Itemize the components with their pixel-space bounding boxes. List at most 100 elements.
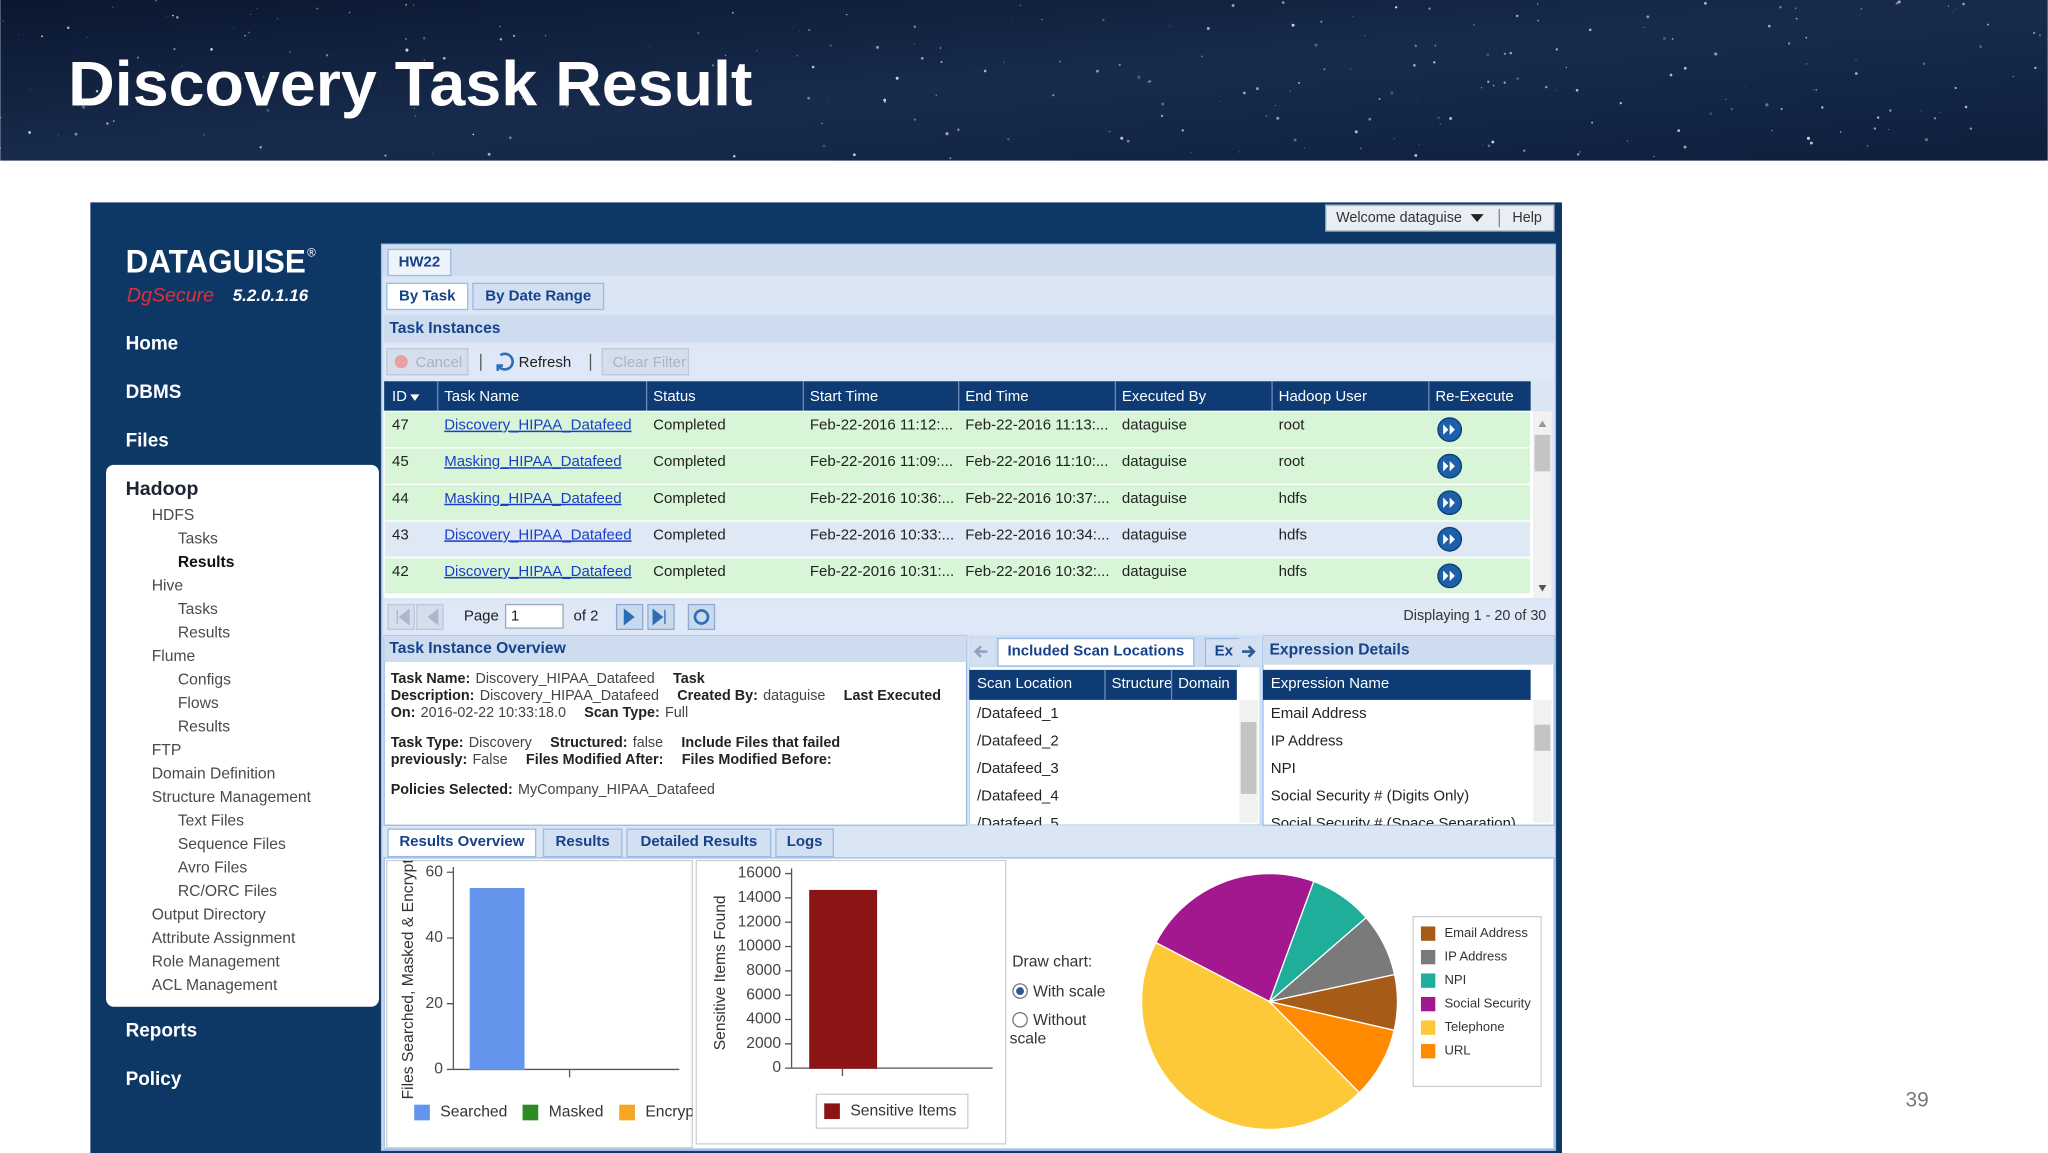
task-link[interactable]: Discovery_HIPAA_Datafeed (444, 417, 631, 434)
tree-item[interactable]: ACL Management (152, 977, 278, 994)
user-menu (1324, 204, 1555, 232)
star (106, 70, 109, 73)
nav-item[interactable]: Files (126, 430, 169, 451)
task-tab-label[interactable]: By Task (399, 287, 456, 304)
tree-item[interactable]: FTP (152, 742, 182, 759)
pager-icon[interactable] (623, 608, 635, 626)
legend-label: Searched (440, 1104, 507, 1121)
star (1677, 129, 1680, 132)
star (2032, 31, 2036, 35)
field-value: False (473, 752, 508, 768)
pager-icon[interactable] (652, 608, 666, 626)
help-link[interactable]: Help (1512, 210, 1542, 226)
task-link[interactable]: Masking_HIPAA_Datafeed (444, 453, 621, 470)
star (807, 96, 811, 100)
radio[interactable] (1012, 1011, 1028, 1028)
star (1765, 103, 1769, 107)
tree-item[interactable]: Structure Management (152, 789, 312, 806)
star (1537, 19, 1539, 22)
task-link[interactable]: Masking_HIPAA_Datafeed (444, 490, 621, 507)
nav-item[interactable]: Policy (126, 1069, 182, 1090)
re-execute-button[interactable] (1437, 490, 1463, 516)
column-header[interactable]: ID (392, 388, 407, 405)
tree-item[interactable]: Configs (178, 671, 231, 688)
dropdown-arrow (1470, 214, 1484, 222)
tree-item[interactable]: Results (178, 554, 235, 571)
column-header[interactable]: Re-Execute (1435, 388, 1513, 405)
star (112, 120, 115, 122)
toolbar-button-bg (601, 347, 690, 376)
pager-refresh-icon[interactable] (693, 609, 710, 625)
tree-item[interactable]: Flume (152, 648, 196, 665)
table-cell: /Datafeed_4 (977, 787, 1059, 804)
tree-item[interactable]: Attribute Assignment (152, 930, 296, 947)
column-header[interactable]: Status (653, 388, 696, 405)
panel-bg (969, 635, 1261, 826)
task-link[interactable]: Discovery_HIPAA_Datafeed (444, 526, 631, 543)
workspace-tab-label[interactable]: HW22 (399, 253, 441, 270)
tree-item[interactable]: Flows (178, 695, 219, 712)
task-tab-label[interactable]: By Date Range (485, 287, 591, 304)
nav-item[interactable]: Reports (126, 1021, 197, 1042)
tree-item[interactable]: Avro Files (178, 859, 247, 876)
star (1703, 1, 1707, 5)
radio-label-text[interactable]: Without scale (1009, 1010, 1087, 1048)
result-tab-label[interactable]: Results Overview (399, 833, 524, 850)
column-header[interactable]: Scan Location (977, 675, 1072, 692)
tree-item[interactable]: Domain Definition (152, 765, 276, 782)
re-execute-button[interactable] (1437, 526, 1463, 552)
column-header[interactable]: Domain (1178, 675, 1230, 692)
column-header[interactable]: Executed By (1122, 388, 1207, 405)
star (1714, 52, 1718, 56)
tab-label[interactable]: Ex (1215, 643, 1234, 660)
page-count: of 2 (574, 607, 599, 624)
tree-item[interactable]: Results (178, 624, 230, 641)
tab-label[interactable]: Included Scan Locations (1007, 643, 1184, 660)
y-tick-label: 16000 (738, 865, 782, 882)
welcome-user[interactable]: Welcome dataguise (1336, 210, 1462, 226)
result-tab-label[interactable]: Detailed Results (641, 833, 758, 850)
banner (0, 0, 2048, 161)
re-execute-button[interactable] (1437, 453, 1463, 479)
tree-item[interactable]: Results (178, 718, 230, 735)
star (1565, 66, 1568, 69)
star (1795, 17, 1798, 20)
tree-item[interactable]: Role Management (152, 953, 281, 970)
tree-item[interactable]: Output Directory (152, 906, 266, 923)
toolbar-button[interactable]: Refresh (519, 354, 572, 371)
tree-item[interactable]: Hadoop (126, 478, 199, 500)
task-link[interactable]: Discovery_HIPAA_Datafeed (444, 563, 631, 580)
section-title: Task Instances (389, 320, 500, 337)
star (512, 34, 516, 37)
table-cell: dataguise (1122, 563, 1187, 580)
star (1873, 127, 1876, 130)
star (1390, 91, 1394, 95)
tree-item[interactable]: Sequence Files (178, 836, 286, 853)
re-execute-button[interactable] (1437, 417, 1463, 443)
column-header[interactable]: Start Time (810, 388, 878, 405)
column-header[interactable]: End Time (965, 388, 1028, 405)
star (1181, 129, 1184, 132)
column-header[interactable]: Task Name (444, 388, 519, 405)
page-value[interactable]: 1 (511, 607, 519, 624)
column-header[interactable]: Structure (1111, 675, 1172, 692)
tree-item[interactable]: Hive (152, 577, 184, 594)
field-value: false (633, 735, 663, 751)
nav-item[interactable]: DBMS (126, 382, 182, 403)
column-header[interactable]: Hadoop User (1279, 388, 1367, 405)
column-header[interactable]: Expression Name (1271, 675, 1389, 692)
nav-item[interactable]: Home (126, 334, 179, 355)
tree-item[interactable]: RC/ORC Files (178, 883, 277, 900)
star (256, 7, 258, 9)
tree-item[interactable]: Tasks (178, 530, 218, 547)
radio-label-text[interactable]: With scale (1033, 981, 1106, 1001)
legend-label: Social Security (1444, 996, 1531, 1011)
result-tab-label[interactable]: Results (556, 833, 610, 850)
result-tab-label[interactable]: Logs (787, 833, 823, 850)
tree-item[interactable]: Text Files (178, 812, 244, 829)
re-execute-button[interactable] (1437, 563, 1463, 589)
y-tick-label: 0 (772, 1059, 781, 1076)
star (232, 26, 235, 29)
tree-item[interactable]: HDFS (152, 507, 195, 524)
tree-item[interactable]: Tasks (178, 601, 218, 618)
